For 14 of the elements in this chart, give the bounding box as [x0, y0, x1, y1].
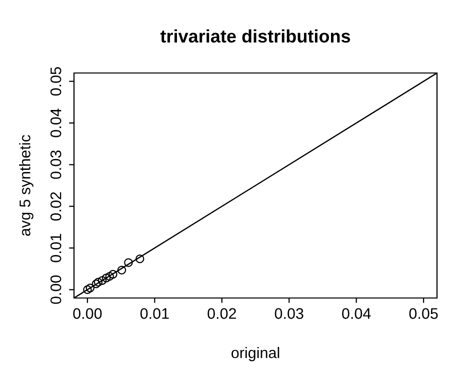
y-tick-label: 0.04 — [50, 108, 62, 138]
x-tick-label: 0.01 — [140, 308, 169, 319]
x-tick-label: 0.02 — [208, 308, 236, 319]
x-axis-title: original — [232, 346, 280, 362]
chart-title: trivariate distributions — [160, 29, 350, 43]
x-tick-label: 0.00 — [73, 308, 102, 319]
y-tick-label: 0.02 — [50, 192, 62, 221]
x-tick-label: 0.04 — [342, 308, 371, 319]
y-tick-label: 0.05 — [50, 67, 62, 96]
x-tick-label: 0.03 — [274, 308, 304, 319]
x-tick-label: 0.05 — [409, 308, 438, 319]
y-axis-title: avg 5 synthetic — [19, 134, 34, 236]
y-tick-label: 0.01 — [50, 234, 62, 262]
y-tick-label: 0.03 — [50, 150, 62, 179]
